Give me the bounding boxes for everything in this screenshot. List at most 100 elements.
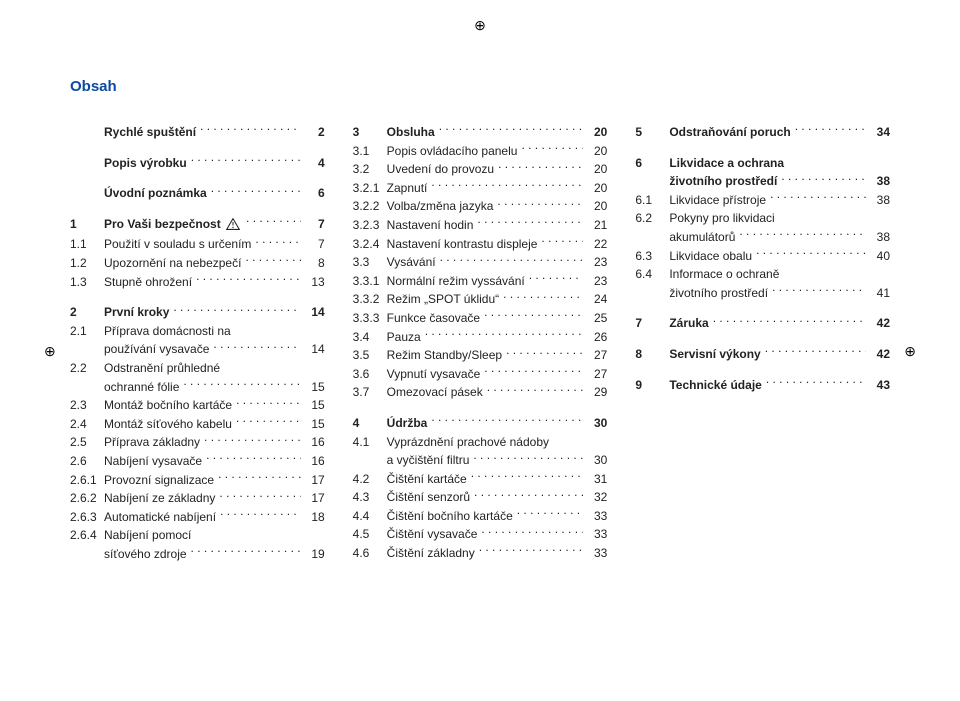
- toc-page: 38: [870, 191, 890, 210]
- toc-entry: 1.2Upozornění na nebezpečí8: [70, 254, 325, 273]
- toc-page: 26: [587, 328, 607, 347]
- toc-text: Nabíjení vysavače: [104, 452, 202, 471]
- toc-text: Provozní signalizace: [104, 471, 214, 490]
- toc-page: 22: [587, 235, 607, 254]
- toc-text: Čištění základny: [387, 544, 475, 563]
- page-title: Obsah: [70, 78, 890, 95]
- toc-text: Čištění vysavače: [387, 525, 478, 544]
- toc-number: 7: [635, 314, 669, 333]
- toc-number: 3.2.2: [353, 197, 387, 216]
- toc-leader-dots: [487, 384, 584, 396]
- toc-text: Popis ovládacího panelu: [387, 142, 518, 161]
- toc-text: životního prostředí: [669, 284, 768, 303]
- toc-entry: Rychlé spuštění2: [70, 123, 325, 142]
- toc-leader-dots: [529, 273, 584, 285]
- toc-page: 32: [587, 488, 607, 507]
- toc-number: 5: [635, 123, 669, 142]
- toc-leader-dots: [795, 124, 866, 136]
- toc-col-1: Rychlé spuštění2 Popis výrobku4 Úvodní poz…: [70, 123, 325, 563]
- toc-page: 20: [587, 123, 607, 142]
- toc-entry: 8Servisní výkony42: [635, 345, 890, 364]
- toc-text: Vyprázdnění prachové nádoby: [387, 433, 549, 452]
- toc-page: 14: [305, 340, 325, 359]
- toc-page: 7: [305, 215, 325, 234]
- toc-number: 3.5: [353, 346, 387, 365]
- toc-page: 40: [870, 247, 890, 266]
- toc-text: Příprava domácnosti na: [104, 322, 231, 341]
- toc-page: 23: [587, 253, 607, 272]
- toc-text: Odstraňování poruch: [669, 123, 790, 142]
- toc-spacer: [635, 333, 890, 345]
- toc-number: 9: [635, 376, 669, 395]
- toc-entry: 3Obsluha20: [353, 123, 608, 142]
- toc-page: 30: [587, 414, 607, 433]
- toc-page: 18: [305, 508, 325, 527]
- toc-entry: 3.1Popis ovládacího panelu20: [353, 142, 608, 161]
- toc-spacer: [70, 172, 325, 184]
- toc-entry: 6.2Pokyny pro likvidaci: [635, 209, 890, 228]
- toc-number: 1: [70, 215, 104, 234]
- toc-entry: 1.3Stupně ohrožení13: [70, 273, 325, 292]
- toc-text: Popis výrobku: [104, 154, 187, 173]
- toc-entry: 3.3.2Režim „SPOT úklidu“24: [353, 290, 608, 309]
- toc-leader-dots: [484, 366, 583, 378]
- toc-number: 3.3.2: [353, 290, 387, 309]
- toc-number: 3.2.3: [353, 216, 387, 235]
- toc-spacer: [70, 203, 325, 215]
- toc-text: Uvedení do provozu: [387, 160, 494, 179]
- warning-icon: [226, 217, 240, 236]
- toc-number: 3.2.4: [353, 235, 387, 254]
- toc-entry: 5Odstraňování poruch 34: [635, 123, 890, 142]
- toc-text: Čištění kartáče: [387, 470, 467, 489]
- toc-number: 1.1: [70, 235, 104, 254]
- toc-number: 2.4: [70, 415, 104, 434]
- toc-leader-dots: [219, 490, 300, 502]
- toc-leader-dots: [481, 526, 583, 538]
- toc-number: 6: [635, 154, 669, 173]
- toc-number: 2.6.4: [70, 526, 104, 545]
- toc-entry: 2.6.1Provozní signalizace17: [70, 471, 325, 490]
- toc-text: Pro Vaši bezpečnost: [104, 215, 242, 236]
- toc-entry: 3.7Omezovací pásek29: [353, 383, 608, 402]
- toc-leader-dots: [756, 248, 866, 260]
- toc-number: 2.5: [70, 433, 104, 452]
- toc-text: Zapnutí: [387, 179, 428, 198]
- toc-text: akumulátorů: [669, 228, 735, 247]
- toc-text: Úvodní poznámka: [104, 184, 207, 203]
- toc-leader-dots: [213, 341, 300, 353]
- toc-number: 3.2: [353, 160, 387, 179]
- toc-page: 34: [870, 123, 890, 142]
- toc-text: Technické údaje: [669, 376, 761, 395]
- toc-leader-dots: [484, 310, 583, 322]
- toc-entry: 3.5Režim Standby/Sleep27: [353, 346, 608, 365]
- toc-text: síťového zdroje: [104, 545, 187, 564]
- toc-entry: 2.6.2Nabíjení ze základny17: [70, 489, 325, 508]
- toc-text: Pokyny pro likvidaci: [669, 209, 774, 228]
- toc-number: 6.4: [635, 265, 669, 284]
- toc-entry: 2.1Příprava domácnosti na: [70, 322, 325, 341]
- toc-number: 3.3: [353, 253, 387, 272]
- toc-number: 3.6: [353, 365, 387, 384]
- toc-entry: 4.2Čištění kartáče31: [353, 470, 608, 489]
- toc-entry: 3.3.3Funkce časovače25: [353, 309, 608, 328]
- toc-number: 4: [353, 414, 387, 433]
- toc-entry: 3.2.3Nastavení hodin21: [353, 216, 608, 235]
- toc-leader-dots: [770, 192, 866, 204]
- toc-text: Nabíjení ze základny: [104, 489, 215, 508]
- toc-entry: 7Záruka42: [635, 314, 890, 333]
- toc-entry: Popis výrobku4: [70, 154, 325, 173]
- toc-entry: 3.2.1Zapnutí20: [353, 179, 608, 198]
- toc-leader-dots: [236, 397, 301, 409]
- toc-columns: Rychlé spuštění2Popis výrobku4Úvodní poz…: [70, 123, 890, 563]
- toc-number: 2.2: [70, 359, 104, 378]
- toc-leader-dots: [200, 124, 301, 136]
- toc-page: 20: [587, 142, 607, 161]
- toc-text: Likvidace přístroje: [669, 191, 766, 210]
- toc-page: 38: [870, 172, 890, 191]
- registration-mark-right: ⊕: [904, 344, 916, 358]
- toc-leader-dots: [521, 143, 583, 155]
- toc-entry: 1Pro Vaši bezpečnost 7: [70, 215, 325, 236]
- toc-leader-dots: [191, 546, 301, 558]
- toc-leader-dots: [517, 508, 584, 520]
- toc-page: 27: [587, 346, 607, 365]
